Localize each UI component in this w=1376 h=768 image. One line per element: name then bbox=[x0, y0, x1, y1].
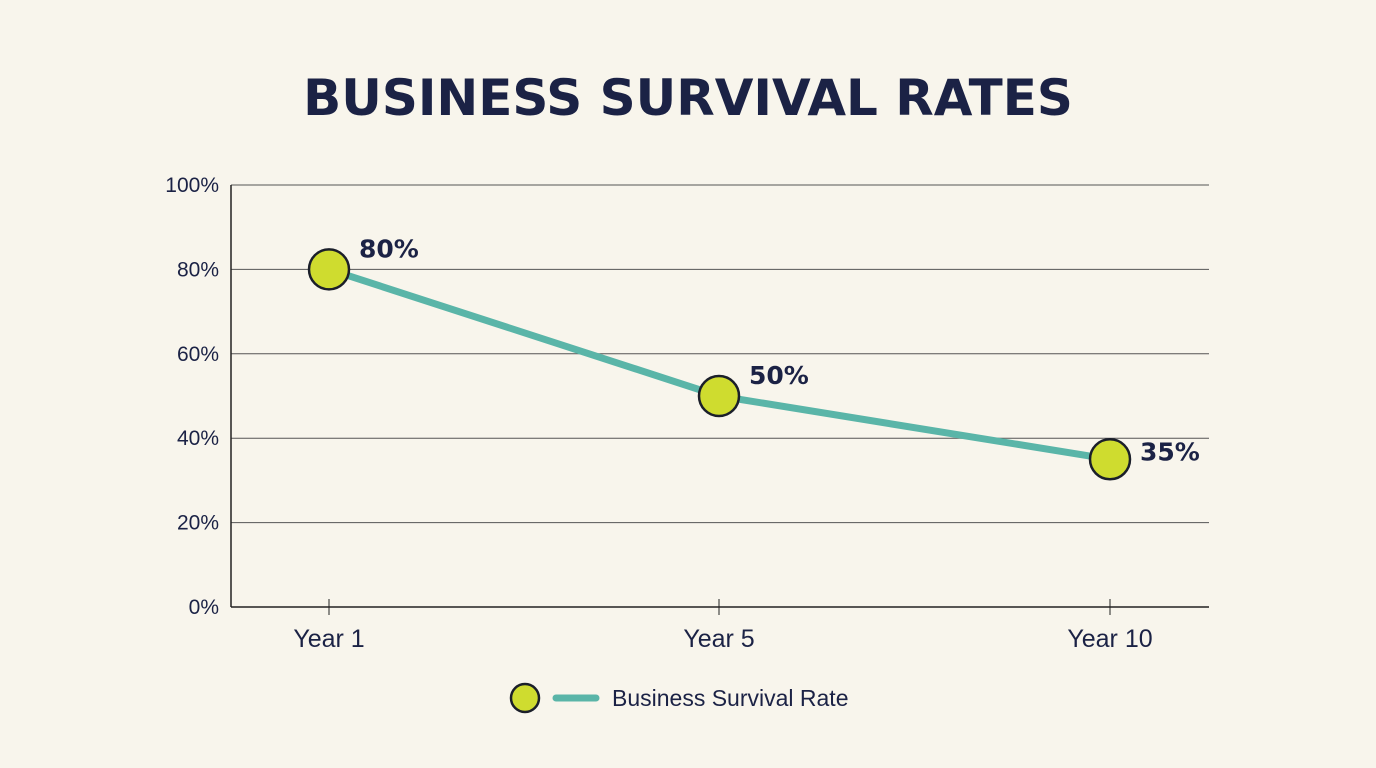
x-tick-label: Year 1 bbox=[293, 625, 364, 653]
y-tick-label: 0% bbox=[189, 596, 219, 619]
data-label: 50% bbox=[749, 361, 809, 390]
data-label: 35% bbox=[1140, 437, 1200, 466]
x-tick-label: Year 10 bbox=[1067, 625, 1152, 653]
y-tick-label: 40% bbox=[177, 427, 219, 450]
x-tick-label: Year 5 bbox=[683, 625, 754, 653]
chart-title: BUSINESS SURVIVAL RATES bbox=[303, 69, 1073, 127]
data-label: 80% bbox=[359, 234, 419, 263]
legend-label: Business Survival Rate bbox=[612, 685, 849, 711]
y-tick-label: 80% bbox=[177, 258, 219, 281]
y-tick-label: 60% bbox=[177, 343, 219, 366]
data-point bbox=[307, 248, 351, 291]
y-tick-label: 100% bbox=[165, 174, 219, 197]
legend-marker-icon bbox=[509, 682, 541, 714]
data-point bbox=[1088, 438, 1132, 481]
data-point bbox=[697, 374, 741, 418]
series-line bbox=[327, 266, 1111, 463]
legend: Business Survival Rate bbox=[509, 682, 849, 714]
y-tick-label: 20% bbox=[177, 512, 219, 535]
